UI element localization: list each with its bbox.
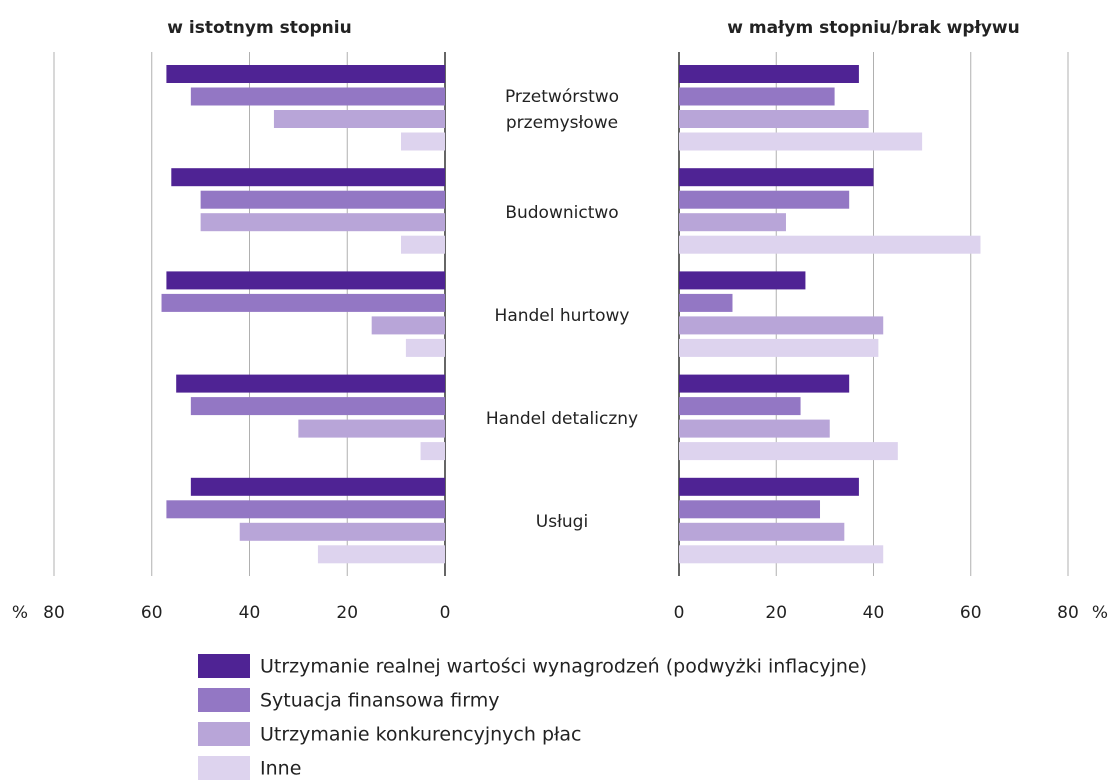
- bar: [679, 132, 923, 151]
- bar: [273, 110, 445, 128]
- bar: [420, 442, 445, 461]
- bar: [405, 338, 445, 357]
- bar: [679, 338, 879, 357]
- bar: [679, 477, 859, 496]
- bar: [190, 87, 445, 106]
- bar: [679, 397, 801, 416]
- bar: [371, 316, 445, 335]
- x-tick-label: 20: [765, 603, 787, 623]
- bar: [679, 316, 884, 335]
- x-tick-label: 0: [440, 603, 451, 623]
- bar: [161, 293, 445, 312]
- category-label: Budownictwo: [505, 202, 619, 223]
- bar: [679, 293, 733, 312]
- category-label: Przetwórstwo przemysłowe: [504, 86, 620, 133]
- bar: [317, 545, 445, 564]
- bar: [166, 500, 445, 519]
- bar: [166, 65, 445, 83]
- bar: [200, 213, 445, 232]
- x-tick-label: 80: [43, 603, 65, 623]
- bar: [679, 87, 835, 106]
- bar: [679, 442, 898, 461]
- category-label: Handel hurtowy: [494, 306, 630, 326]
- bar: [679, 110, 869, 128]
- bar: [239, 522, 445, 541]
- category-label: Usługi: [535, 512, 589, 533]
- legend-label: Sytuacja finansowa firmy: [260, 690, 500, 712]
- x-tick-label: 40: [863, 603, 885, 623]
- legend-swatch: [198, 722, 250, 746]
- bar: [200, 190, 445, 209]
- legend-swatch: [198, 654, 250, 678]
- x-tick-label: 40: [239, 603, 261, 623]
- bar: [679, 168, 874, 187]
- legend-swatch: [198, 688, 250, 712]
- bar: [679, 374, 850, 393]
- x-tick-label: 60: [141, 603, 163, 623]
- panel-title: w istotnym stopniu: [167, 18, 351, 38]
- bar: [401, 235, 445, 254]
- bar: [171, 168, 446, 187]
- legend-label: Inne: [260, 758, 301, 780]
- x-tick-label: 0: [674, 603, 685, 623]
- bar: [298, 419, 445, 438]
- bar: [679, 271, 806, 290]
- bar: [679, 522, 845, 541]
- category-label: Handel detaliczny: [485, 409, 639, 430]
- bar: [679, 190, 850, 209]
- x-tick-label: 80: [1057, 603, 1079, 623]
- legend-swatch: [198, 756, 250, 780]
- legend-label: Utrzymanie konkurencyjnych płac: [260, 724, 582, 746]
- x-tick-label: 60: [960, 603, 982, 623]
- bar: [190, 477, 445, 496]
- legend-label: Utrzymanie realnej wartości wynagrodzeń …: [260, 656, 867, 678]
- unit-label: %: [12, 603, 28, 623]
- bar: [679, 419, 830, 438]
- unit-label: %: [1092, 603, 1108, 623]
- bar: [679, 235, 981, 254]
- bar: [176, 374, 445, 393]
- bar: [190, 397, 445, 416]
- x-tick-label: 20: [336, 603, 358, 623]
- bar: [166, 271, 445, 290]
- bar: [679, 545, 884, 564]
- bar: [679, 213, 786, 232]
- bar: [679, 500, 821, 519]
- bar: [679, 65, 859, 83]
- panel-title: w małym stopniu/brak wpływu: [727, 18, 1020, 38]
- bar: [401, 132, 445, 151]
